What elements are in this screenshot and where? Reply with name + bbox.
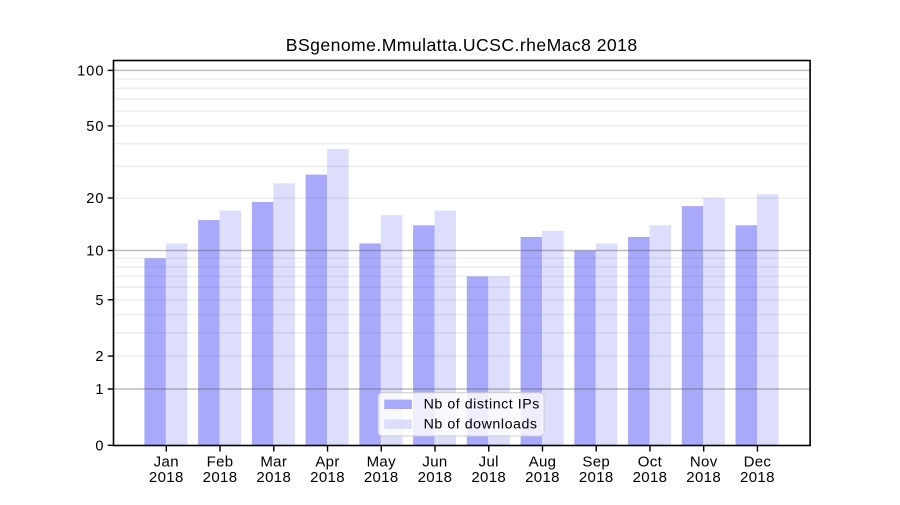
svg-text:2018: 2018	[686, 469, 721, 486]
svg-text:2018: 2018	[471, 469, 506, 486]
svg-text:20: 20	[86, 191, 104, 207]
svg-text:2018: 2018	[633, 469, 668, 486]
svg-text:2018: 2018	[149, 469, 184, 486]
svg-text:100: 100	[77, 64, 104, 80]
svg-text:50: 50	[86, 119, 104, 135]
svg-text:2018: 2018	[418, 469, 453, 486]
svg-text:2018: 2018	[310, 469, 345, 486]
svg-text:Dec: Dec	[744, 453, 772, 470]
svg-text:0: 0	[95, 438, 104, 454]
svg-text:2018: 2018	[740, 469, 775, 486]
svg-text:10: 10	[86, 244, 104, 260]
svg-text:5: 5	[95, 293, 104, 309]
svg-text:2018: 2018	[525, 469, 560, 486]
svg-text:Nov: Nov	[690, 453, 718, 470]
svg-text:Nb of distinct IPs: Nb of distinct IPs	[424, 397, 540, 413]
svg-text:Jun: Jun	[422, 453, 447, 470]
svg-text:Jul: Jul	[479, 453, 499, 470]
svg-text:Mar: Mar	[260, 453, 287, 470]
svg-text:Nb of downloads: Nb of downloads	[424, 417, 538, 433]
svg-text:2018: 2018	[203, 469, 238, 486]
svg-text:May: May	[367, 453, 397, 470]
svg-text:2018: 2018	[364, 469, 399, 486]
svg-text:2: 2	[95, 349, 104, 365]
svg-text:2018: 2018	[256, 469, 291, 486]
svg-text:Aug: Aug	[529, 453, 557, 470]
svg-text:Feb: Feb	[207, 453, 234, 470]
svg-text:Jan: Jan	[154, 453, 179, 470]
svg-text:Apr: Apr	[315, 453, 339, 470]
svg-text:Sep: Sep	[582, 453, 610, 470]
svg-text:1: 1	[95, 382, 104, 398]
svg-text:BSgenome.Mmulatta.UCSC.rheMac8: BSgenome.Mmulatta.UCSC.rheMac8 2018	[286, 35, 638, 55]
svg-text:2018: 2018	[579, 469, 614, 486]
svg-text:Oct: Oct	[638, 453, 663, 470]
